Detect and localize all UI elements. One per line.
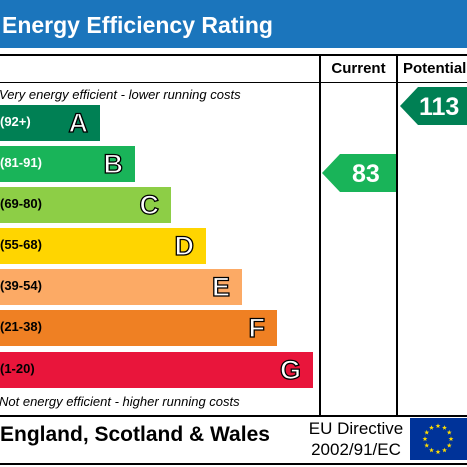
efficient-note: Very energy efficient - lower running co… <box>0 87 241 102</box>
current-column-divider <box>319 54 321 416</box>
band-f: (21-38) F <box>0 310 277 346</box>
eu-star-icon <box>424 442 430 448</box>
table-top-border <box>0 54 467 56</box>
eu-star-icon <box>429 447 434 453</box>
band-range: (69-80) <box>0 196 42 211</box>
country-label: England, Scotland & Wales <box>0 423 270 446</box>
current-rating-value: 83 <box>352 160 380 188</box>
band-letter: G <box>279 354 301 385</box>
eu-star-icon <box>442 447 447 453</box>
band-range: (55-68) <box>0 237 42 252</box>
band-range: (92+) <box>0 114 31 129</box>
band-letter: A <box>68 107 89 138</box>
band-range: (81-91) <box>0 155 42 170</box>
eu-star-icon <box>435 449 441 455</box>
band-d: (55-68) D <box>0 228 206 264</box>
eu-star-icon <box>448 436 454 442</box>
potential-column-divider <box>396 54 398 416</box>
eu-star-icon <box>442 425 447 430</box>
eu-star-icon <box>435 423 441 429</box>
band-b: (81-91) B <box>0 146 135 182</box>
band-letter: B <box>103 148 124 179</box>
band-letter: E <box>211 271 230 302</box>
band-range: (1-20) <box>0 361 35 376</box>
current-rating-arrow: 83 <box>322 154 396 192</box>
inefficient-note: Not energy efficient - higher running co… <box>0 394 240 409</box>
eu-star-icon <box>422 436 428 442</box>
header-bar <box>0 0 467 48</box>
potential-column-header: Potential <box>403 60 467 77</box>
band-a: (92+) A <box>0 105 100 141</box>
table-bottom-border <box>0 415 467 417</box>
band-letter: C <box>139 189 160 220</box>
band-g: (1-20) G <box>0 352 313 388</box>
eu-star-icon <box>429 425 434 430</box>
eu-star-icon <box>446 442 452 448</box>
potential-rating-arrow: 113 <box>400 87 467 125</box>
eu-directive-number: 2002/91/EC <box>311 440 401 459</box>
column-header-divider <box>0 82 467 83</box>
eu-directive-label: EU Directive <box>308 419 404 438</box>
band-range: (21-38) <box>0 319 42 334</box>
potential-rating-value: 113 <box>419 93 460 121</box>
band-letter: D <box>174 230 195 261</box>
page-title: Energy Efficiency Rating <box>2 12 273 38</box>
footer-bottom-border <box>0 463 467 465</box>
current-column-header: Current <box>331 60 386 77</box>
band-range: (39-54) <box>0 278 42 293</box>
eu-star-icon <box>446 429 452 435</box>
eu-flag-icon <box>410 418 467 460</box>
eu-star-icon <box>424 429 430 435</box>
band-c: (69-80) C <box>0 187 171 223</box>
band-e: (39-54) E <box>0 269 242 305</box>
band-letter: F <box>248 312 266 343</box>
